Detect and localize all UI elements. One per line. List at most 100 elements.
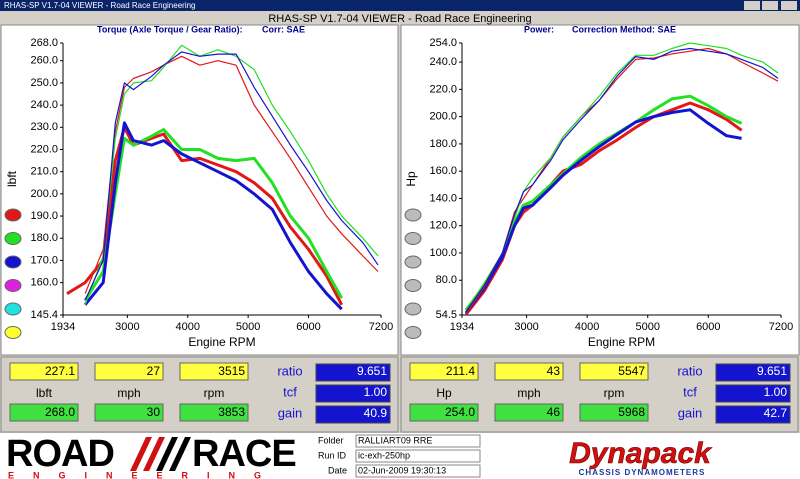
run-toggle-button[interactable]	[404, 208, 422, 222]
side-value: 40.9	[364, 406, 388, 420]
run-toggle-button[interactable]	[404, 302, 422, 316]
peak-value: 254.0	[445, 405, 475, 419]
y-tick-label: 190.0	[30, 210, 58, 222]
y-tick-label: 240.0	[429, 56, 457, 68]
peak-box	[94, 403, 164, 422]
series-line	[83, 121, 343, 311]
run-toggle-button[interactable]	[4, 279, 22, 292]
brand: Dynapack	[569, 437, 712, 470]
chart-title: Torque (Axle Torque / Gear Ratio):	[97, 24, 243, 34]
x-tick-label: 1934	[450, 321, 474, 333]
logo-slash	[143, 437, 165, 471]
folder-field	[355, 434, 481, 448]
x-tick-label: 4000	[575, 321, 599, 333]
y-tick-label: 140.0	[429, 192, 457, 204]
side-label: gain	[678, 405, 703, 420]
x-tick-label: 6000	[296, 321, 320, 333]
folder-label: Folder	[318, 435, 344, 445]
series-line	[84, 55, 379, 294]
current-box	[94, 362, 164, 381]
side-value: 9.651	[357, 364, 387, 378]
y-tick-label: 180.0	[30, 232, 58, 244]
current-value: 43	[547, 364, 561, 378]
x-tick-label: 3000	[115, 321, 139, 333]
side-box	[715, 384, 791, 403]
side-label: ratio	[677, 363, 702, 378]
x-axis-label: Engine RPM	[588, 335, 655, 349]
run-toggle-button[interactable]	[4, 326, 22, 339]
maximize-button[interactable]	[762, 1, 778, 10]
run-toggle-button[interactable]	[404, 255, 422, 269]
side-label: tcf	[683, 384, 697, 399]
y-tick-label: 80.0	[436, 274, 457, 286]
y-tick-label: 170.0	[30, 254, 58, 266]
side-box	[315, 363, 391, 382]
readout-label: mph	[117, 386, 140, 400]
x-tick-label: 7200	[769, 321, 793, 333]
x-tick-label: 7200	[369, 321, 393, 333]
y-tick-label: 240.0	[30, 99, 58, 111]
run-toggle-button[interactable]	[404, 279, 422, 292]
y-axis-label: lbft	[5, 170, 19, 187]
peak-box	[579, 403, 649, 422]
x-tick-label: 4000	[176, 321, 200, 333]
series-line	[84, 51, 379, 301]
peak-box	[409, 403, 479, 422]
minimize-button[interactable]	[744, 1, 760, 10]
peak-value: 46	[547, 405, 561, 419]
run-toggle-button[interactable]	[404, 232, 422, 245]
close-button[interactable]	[781, 1, 797, 10]
y-tick-label: 145.4	[30, 309, 58, 321]
current-value: 227.1	[45, 364, 75, 378]
side-label: gain	[278, 405, 303, 420]
title-bar	[0, 0, 800, 11]
series-line	[83, 128, 344, 302]
chart-subtitle: Corr: SAE	[262, 24, 305, 34]
peak-box	[179, 403, 249, 422]
logo-slash	[156, 437, 178, 471]
y-tick-label: 200.0	[30, 188, 58, 200]
logo-slash	[130, 437, 152, 471]
run-toggle-button[interactable]	[4, 255, 22, 269]
date-field	[355, 464, 481, 478]
side-value: 9.651	[757, 364, 787, 378]
chart-subtitle: Correction Method: SAE	[572, 24, 676, 34]
y-axis-label: Hp	[404, 171, 418, 187]
series-line	[464, 108, 742, 314]
side-value: 1.00	[364, 385, 388, 399]
peak-box	[9, 403, 79, 422]
current-value: 5547	[618, 364, 645, 378]
y-tick-label: 210.0	[30, 166, 58, 178]
current-value: 211.4	[446, 364, 475, 378]
header-title: RHAS-SP V1.7-04 VIEWER - Road Race Engin…	[268, 13, 531, 25]
run-toggle-button[interactable]	[404, 326, 422, 339]
current-value: 27	[147, 364, 161, 378]
run-toggle-button[interactable]	[4, 232, 22, 245]
runid-value: ic-exh-250hp	[358, 450, 410, 460]
power-panel	[400, 24, 800, 356]
series-line	[465, 42, 779, 311]
x-tick-label: 5000	[635, 321, 659, 333]
chart-title: Power:	[524, 24, 554, 34]
side-label: ratio	[277, 363, 302, 378]
x-axis-label: Engine RPM	[188, 335, 255, 349]
x-tick-label: 5000	[236, 321, 260, 333]
run-toggle-button[interactable]	[4, 208, 22, 222]
y-tick-label: 180.0	[429, 138, 457, 150]
y-tick-label: 254.0	[429, 37, 457, 49]
readout-label: Hp	[436, 386, 452, 400]
x-tick-label: 6000	[696, 321, 720, 333]
side-value: 42.7	[764, 406, 788, 420]
current-box	[579, 362, 649, 381]
side-box	[715, 405, 791, 424]
date-value: 02-Jun-2009 19:30:13	[358, 465, 446, 475]
side-box	[315, 405, 391, 424]
y-tick-label: 160.0	[30, 277, 58, 289]
y-tick-label: 260.0	[30, 55, 58, 67]
folder-value: RALLIART09 RRE	[358, 435, 432, 445]
run-toggle-button[interactable]	[4, 302, 22, 316]
peak-value: 3853	[218, 405, 245, 419]
peak-box	[494, 403, 564, 422]
current-box	[179, 362, 249, 381]
